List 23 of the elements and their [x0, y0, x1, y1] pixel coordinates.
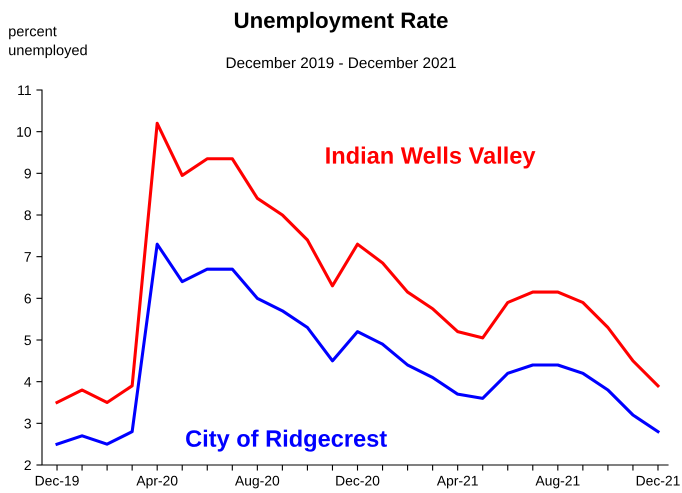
y-tick-label: 5 — [24, 335, 31, 346]
y-tick-label: 2 — [24, 460, 31, 470]
y-tick-label: 6 — [24, 294, 31, 304]
y-tick-label: 10 — [17, 127, 32, 137]
text: Indian Wells Valley — [326, 146, 536, 169]
x-tick-label: Aug-21 — [535, 476, 580, 488]
y-tick-label: 8 — [24, 210, 31, 220]
chart-title: Unemployment Rate — [234, 12, 448, 33]
y-tick-label: 4 — [24, 377, 32, 387]
y-tick-label: 7 — [24, 252, 31, 262]
line-series — [55, 122, 660, 404]
x-tick-label: Dec-21 — [636, 476, 680, 486]
x-tick-label: Aug-20 — [234, 476, 280, 488]
x-tick-label: Dec-20 — [336, 476, 380, 486]
y-tick-label: 9 — [24, 168, 31, 179]
y-tick-label: 3 — [24, 418, 31, 429]
text: City of Ridgecrest — [186, 430, 387, 452]
y-axis-title: percent unemployed — [9, 26, 87, 58]
x-tick-label: Apr-20 — [136, 476, 178, 488]
chart-subtitle: December 2019 - December 2021 — [226, 56, 456, 68]
x-tick-label: Apr-21 — [436, 476, 478, 488]
y-tick-label: 11 — [18, 85, 31, 96]
x-tick-label: Dec-19 — [36, 476, 79, 486]
